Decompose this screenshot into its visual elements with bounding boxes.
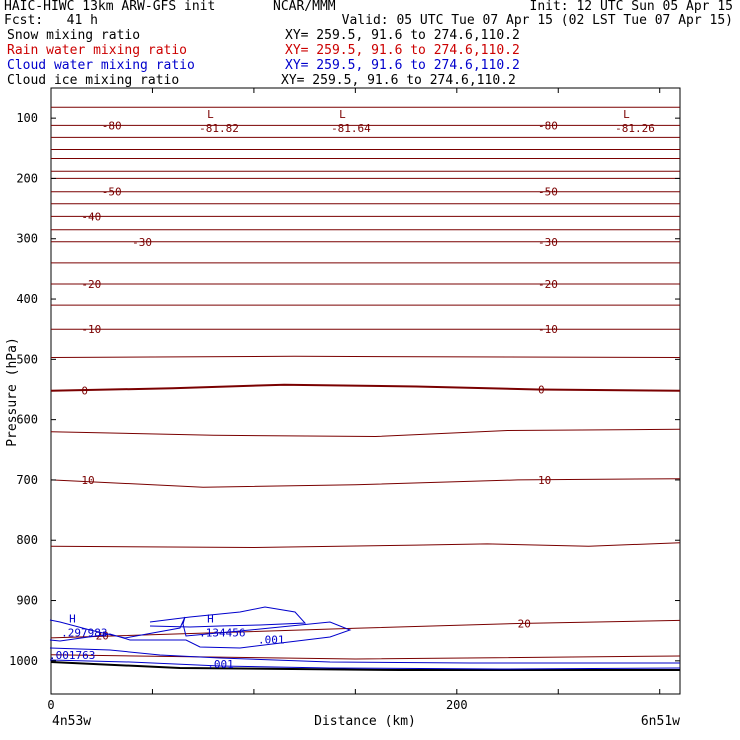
y-tick-label: 900 xyxy=(16,594,38,608)
field-name-cloud-water: Cloud water mixing ratio xyxy=(7,58,195,73)
y-tick-label: 200 xyxy=(16,171,38,185)
y-tick-label: 600 xyxy=(16,413,38,427)
y-axis-label: Pressure (hPa) xyxy=(5,337,20,447)
temp-low-value: -81.26 xyxy=(615,122,655,135)
temp-low-marker: L xyxy=(339,108,346,121)
temp-contour-line xyxy=(50,619,681,639)
temp-contour-label: -20 xyxy=(538,278,558,291)
y-tick-label: 300 xyxy=(16,232,38,246)
field-name-cloud-ice: Cloud ice mixing ratio xyxy=(7,73,180,88)
temp-contour-label: -10 xyxy=(538,323,558,336)
temp-contour-line xyxy=(50,383,681,392)
chart-title: HAIC-HIWC 13km ARW-GFS init xyxy=(4,0,216,14)
temp-contour-label: -80 xyxy=(538,119,558,132)
field-xy-snow: XY= 259.5, 91.6 to 274.6,110.2 xyxy=(285,28,520,43)
cloud-water-label: .001763 xyxy=(49,649,95,662)
cloud-water-label: .001 xyxy=(258,634,285,647)
x-tick-label: 0 xyxy=(47,698,54,712)
temp-contour-label: -30 xyxy=(132,236,152,249)
field-xy-cloud-ice: XY= 259.5, 91.6 to 274.6,110.2 xyxy=(281,73,516,88)
temp-contour-label: 0 xyxy=(81,385,88,398)
field-name-snow: Snow mixing ratio xyxy=(7,28,141,43)
y-tick-label: 500 xyxy=(16,352,38,366)
surface-line xyxy=(50,661,680,671)
cloud-water-contour xyxy=(149,606,307,628)
temp-contour-label: -10 xyxy=(81,323,101,336)
temp-contour-line xyxy=(50,542,681,549)
x-tick-label: 200 xyxy=(446,698,468,712)
cloud-water-label: .001 xyxy=(207,658,234,671)
cloud-water-contour xyxy=(49,647,680,664)
y-tick-label: 1000 xyxy=(9,654,38,668)
cloud-water-max-marker: H xyxy=(69,612,76,625)
org-label: NCAR/MMM xyxy=(273,0,336,14)
temp-contour-label: 20 xyxy=(518,617,531,630)
temp-contour-label: 10 xyxy=(81,474,94,487)
y-tick-label: 800 xyxy=(16,533,38,547)
cloud-water-contour xyxy=(49,659,681,670)
cloud-water-max-marker: H xyxy=(207,612,214,625)
cloud-water-contour xyxy=(49,616,352,649)
field-name-rain: Rain water mixing ratio xyxy=(7,43,188,58)
field-xy-rain: XY= 259.5, 91.6 to 274.6,110.2 xyxy=(285,43,520,58)
temp-low-value: -81.64 xyxy=(331,122,371,135)
left-endpoint-label: 4n53w xyxy=(52,714,91,729)
temp-contour-label: 20 xyxy=(96,630,109,643)
temp-contour-label: -50 xyxy=(102,186,122,199)
y-tick-label: 700 xyxy=(16,473,38,487)
temp-contour-label: -40 xyxy=(81,210,101,223)
temp-low-marker: L xyxy=(623,108,630,121)
temp-contour-label: 10 xyxy=(538,474,551,487)
temp-low-value: -81.82 xyxy=(199,122,239,135)
y-tick-label: 400 xyxy=(16,292,38,306)
temp-contour-label: -50 xyxy=(538,186,558,199)
temp-contour-label: -20 xyxy=(81,278,101,291)
y-tick-label: 100 xyxy=(16,111,38,125)
x-axis-label: Distance (km) xyxy=(314,714,416,729)
plot-frame xyxy=(50,87,681,695)
init-time: Init: 12 UTC Sun 05 Apr 15 xyxy=(529,0,734,14)
temp-low-marker: L xyxy=(207,108,214,121)
temp-contour-line xyxy=(50,654,681,660)
field-xy-cloud-water: XY= 259.5, 91.6 to 274.6,110.2 xyxy=(285,58,520,73)
right-endpoint-label: 6n51w xyxy=(641,714,680,729)
temp-contour-label: -80 xyxy=(102,119,122,132)
temp-contour-line xyxy=(50,478,681,488)
temp-contour-line xyxy=(50,355,681,358)
temp-contour-line xyxy=(50,428,681,438)
temp-contour-label: 0 xyxy=(538,383,545,396)
valid-time: Valid: 05 UTC Tue 07 Apr 15 (02 LST Tue … xyxy=(341,13,733,28)
forecast-hour: Fcst: 41 h xyxy=(4,13,98,28)
temp-contour-label: -30 xyxy=(538,236,558,249)
